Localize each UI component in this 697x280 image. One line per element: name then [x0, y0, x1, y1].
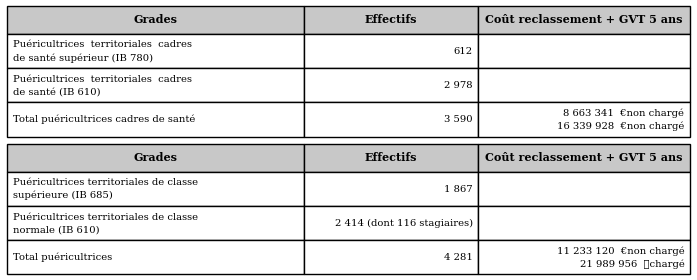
Text: 4 281: 4 281 [444, 253, 473, 262]
Bar [7, 68, 304, 102]
Bar [7, 6, 304, 34]
Bar [478, 102, 690, 137]
Bar [304, 34, 478, 68]
Bar [304, 172, 478, 206]
Bar [304, 240, 478, 274]
Text: 2 414 (dont 116 stagiaires): 2 414 (dont 116 stagiaires) [335, 219, 473, 228]
Text: 11 233 120  €non chargé
21 989 956  ₪chargé: 11 233 120 €non chargé 21 989 956 ₪charg… [557, 246, 684, 269]
Text: Total puéricultrices cadres de santé: Total puéricultrices cadres de santé [13, 115, 195, 124]
Text: Puéricultrices  territoriales  cadres
de santé supérieur (IB 780): Puéricultrices territoriales cadres de s… [13, 40, 192, 62]
Bar [478, 172, 690, 206]
Bar [304, 206, 478, 240]
Text: 1 867: 1 867 [444, 185, 473, 194]
Text: Coût reclassement + GVT 5 ans: Coût reclassement + GVT 5 ans [485, 15, 683, 25]
Text: Coût reclassement + GVT 5 ans: Coût reclassement + GVT 5 ans [485, 152, 683, 164]
Text: Puéricultrices  territoriales  cadres
de santé (IB 610): Puéricultrices territoriales cadres de s… [13, 75, 192, 96]
Text: Puéricultrices territoriales de classe
normale (IB 610): Puéricultrices territoriales de classe n… [13, 213, 198, 234]
Bar [304, 68, 478, 102]
Bar [7, 102, 304, 137]
Bar [478, 240, 690, 274]
Text: Grades: Grades [134, 152, 178, 164]
Bar [304, 102, 478, 137]
Bar [478, 144, 690, 172]
Text: Effectifs: Effectifs [365, 152, 418, 164]
Bar [7, 144, 304, 172]
Bar [304, 144, 478, 172]
Bar [478, 68, 690, 102]
Text: Total puéricultrices: Total puéricultrices [13, 253, 112, 262]
Bar [7, 172, 304, 206]
Text: 8 663 341  €non chargé
16 339 928  €non chargé: 8 663 341 €non chargé 16 339 928 €non ch… [557, 108, 684, 131]
Bar [7, 34, 304, 68]
Bar [478, 34, 690, 68]
Text: Effectifs: Effectifs [365, 15, 418, 25]
Text: 612: 612 [454, 47, 473, 56]
Bar [478, 206, 690, 240]
Text: Grades: Grades [134, 15, 178, 25]
Text: Puéricultrices territoriales de classe
supérieure (IB 685): Puéricultrices territoriales de classe s… [13, 178, 198, 200]
Bar [304, 6, 478, 34]
Bar [478, 6, 690, 34]
Bar [7, 240, 304, 274]
Text: 2 978: 2 978 [444, 81, 473, 90]
Bar [7, 206, 304, 240]
Text: 3 590: 3 590 [444, 115, 473, 124]
